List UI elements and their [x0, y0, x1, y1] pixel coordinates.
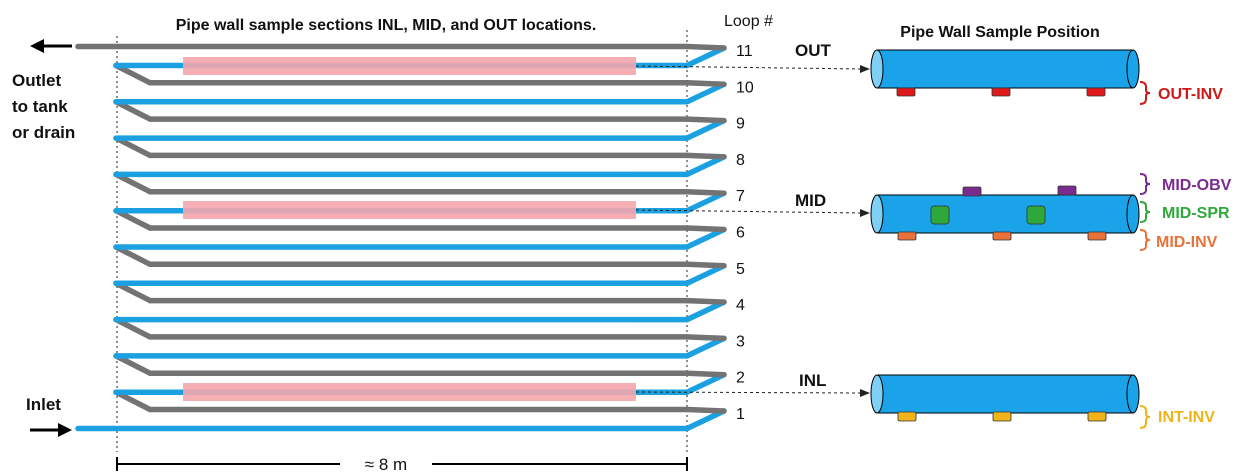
pipe-blue-bend [684, 45, 727, 69]
pipe-grey-left-bend [113, 280, 153, 304]
leader-arrow-out [635, 65, 870, 73]
location-label-mid: MID [795, 191, 826, 210]
pipe-grey-left-bend [113, 389, 153, 413]
loop-number-1: 1 [736, 406, 745, 423]
loop-number-2: 2 [736, 370, 745, 387]
location-label-inl: INL [799, 371, 826, 390]
length-dimension [116, 457, 688, 471]
outlet-label-line1: Outlet [12, 71, 61, 90]
loop-header: Loop # [724, 13, 773, 30]
leader-arrow-inl [635, 389, 870, 397]
pipe-grey-bend [684, 188, 727, 196]
cylinder-mid [870, 194, 1140, 234]
pipe-grey-left-bend [113, 171, 153, 195]
pipe-blue-bend [684, 190, 727, 214]
loop-number-3: 3 [736, 333, 745, 350]
right-panel-title: Pipe Wall Sample Position [900, 24, 1099, 41]
bracket-mid-obv [1139, 173, 1151, 195]
bracket-mid-inv [1139, 229, 1151, 251]
pipe-grey-left-bend [113, 62, 153, 86]
pipe-grey-left-bend [113, 207, 153, 231]
outlet-label-line2: to tank [12, 97, 68, 116]
pipe-grey-bend [684, 334, 727, 342]
pipe-blue-bend [684, 335, 727, 359]
bracket-int-inv [1139, 405, 1151, 429]
pipe-grey-bend [684, 152, 727, 160]
leader-arrow-mid [635, 209, 870, 217]
pipe-grey-bend [684, 261, 727, 269]
samples-mid-spr [930, 205, 1046, 225]
pipe-grey-bend [684, 406, 727, 414]
pipe-grey-bend [684, 225, 727, 233]
label-int-inv: INT-INV [1158, 409, 1215, 426]
samples-mid-inv [897, 231, 1107, 241]
label-mid-inv: MID-INV [1156, 234, 1218, 251]
location-label-out: OUT [795, 41, 832, 60]
pipe-grey-left-bend [113, 316, 153, 340]
pipe-grey-bend [684, 370, 727, 378]
sample-band-mid [183, 201, 636, 219]
arrow-left-icon [30, 39, 72, 53]
pipe-blue-bend [684, 299, 727, 323]
pipe-grey-bend [684, 297, 727, 305]
pipe-grey-bend [684, 80, 727, 88]
cylinder-out [870, 49, 1140, 89]
pipe-grey-left-bend [113, 99, 153, 122]
diagram-title: Pipe wall sample sections INL, MID, and … [176, 17, 597, 34]
sample-band-out [183, 57, 636, 75]
loop-number-6: 6 [736, 225, 745, 242]
loop-number-labels: 1 2 3 4 5 6 7 8 9 10 11 [736, 43, 754, 423]
pipe-grey-left-bend [113, 135, 153, 159]
loop-number-7: 7 [736, 188, 745, 205]
pipe-grey-left-bend [113, 353, 153, 376]
label-mid-spr: MID-SPR [1162, 205, 1230, 222]
loop-number-10: 10 [736, 79, 754, 96]
loop-number-8: 8 [736, 152, 745, 169]
loop-number-9: 9 [736, 116, 745, 133]
length-label: ≈ 8 m [365, 455, 407, 473]
label-mid-obv: MID-OBV [1162, 177, 1232, 194]
pipe-grey-bend [684, 43, 727, 51]
pipe-grey-left-bend [113, 244, 153, 268]
sample-band-inl [183, 383, 636, 401]
loop-number-5: 5 [736, 261, 745, 278]
bracket-mid-spr [1139, 201, 1151, 223]
pipe-blue-bend [684, 81, 727, 105]
pipe-blue-bend [684, 226, 727, 250]
loop-number-4: 4 [736, 297, 745, 314]
pipe-blue-bend [684, 371, 727, 395]
cylinder-inl [870, 374, 1140, 414]
loop-number-11: 11 [736, 43, 753, 60]
arrow-right-icon [30, 423, 72, 437]
samples-out-inv [896, 87, 1106, 97]
outlet-label-line3: or drain [12, 123, 75, 142]
pipe-grey-bend [684, 116, 727, 124]
bracket-out-inv [1139, 81, 1151, 105]
inlet-label: Inlet [26, 395, 61, 414]
pipe-blue-bend [684, 408, 727, 432]
label-out-inv: OUT-INV [1158, 86, 1223, 103]
samples-int-inv [897, 411, 1107, 422]
samples-mid-obv [962, 185, 1077, 197]
pipe-blue-bend [684, 117, 727, 141]
pipe-blue-bend [684, 263, 727, 287]
pipe-blue-bend [684, 154, 727, 178]
pipe-loops [75, 43, 727, 432]
